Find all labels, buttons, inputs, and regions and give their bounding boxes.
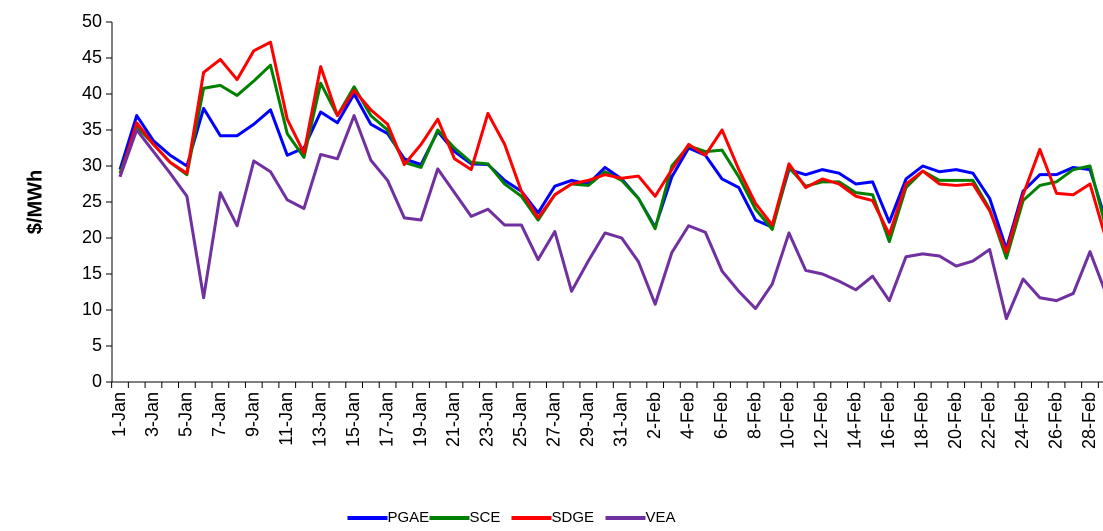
- x-tick-label: 24-Feb: [1012, 392, 1032, 449]
- x-tick-label: 14-Feb: [845, 392, 865, 449]
- y-tick-label: 25: [82, 191, 102, 211]
- x-tick-label: 4-Feb: [677, 392, 697, 439]
- x-tick-label: 28-Feb: [1079, 392, 1099, 449]
- x-tick-label: 16-Feb: [878, 392, 898, 449]
- x-tick-label: 8-Feb: [744, 392, 764, 439]
- series-line: [118, 63, 1103, 260]
- y-tick-label: 15: [82, 263, 102, 283]
- series-line: [118, 114, 1103, 321]
- x-tick-label: 25-Jan: [510, 392, 530, 447]
- x-tick-label: 12-Feb: [811, 392, 831, 449]
- legend-label: PGAE: [388, 509, 430, 526]
- x-tick-label: 22-Feb: [978, 392, 998, 449]
- x-tick-label: 19-Jan: [410, 392, 430, 447]
- x-tick-label: 5-Jan: [176, 392, 196, 437]
- x-tick-label: 23-Jan: [477, 392, 497, 447]
- y-tick-label: 0: [92, 371, 102, 391]
- x-tick-label: 15-Jan: [343, 392, 363, 447]
- x-tick-label: 10-Feb: [778, 392, 798, 449]
- x-tick-label: 31-Jan: [610, 392, 630, 447]
- legend-label: VEA: [646, 509, 676, 526]
- y-tick-label: 10: [82, 299, 102, 319]
- series-line: [118, 40, 1103, 254]
- y-axis-label: $/MWh: [24, 170, 46, 234]
- legend-label: SCE: [470, 509, 501, 526]
- y-tick-label: 35: [82, 119, 102, 139]
- x-tick-label: 6-Feb: [711, 392, 731, 439]
- y-tick-label: 20: [82, 227, 102, 247]
- x-tick-label: 9-Jan: [243, 392, 263, 437]
- y-tick-label: 5: [92, 335, 102, 355]
- x-tick-label: 7-Jan: [209, 392, 229, 437]
- y-tick-label: 30: [82, 155, 102, 175]
- x-tick-label: 3-Jan: [142, 392, 162, 437]
- plot-area: [118, 40, 1103, 321]
- x-tick-label: 13-Jan: [309, 392, 329, 447]
- x-tick-label: 18-Feb: [912, 392, 932, 449]
- x-tick-label: 17-Jan: [376, 392, 396, 447]
- series-line: [118, 92, 1103, 251]
- x-tick-label: 29-Jan: [577, 392, 597, 447]
- x-tick-label: 11-Jan: [276, 392, 296, 446]
- x-tick-label: 1-Jan: [109, 392, 129, 437]
- x-tick-label: 20-Feb: [945, 392, 965, 449]
- x-tick-label: 26-Feb: [1045, 392, 1065, 449]
- x-tick-label: 2-Feb: [644, 392, 664, 439]
- y-tick-label: 40: [82, 83, 102, 103]
- y-tick-label: 45: [82, 47, 102, 67]
- y-tick-label: 50: [82, 11, 102, 31]
- legend-label: SDGE: [552, 509, 595, 526]
- x-tick-label: 21-Jan: [443, 392, 463, 447]
- x-tick-label: 27-Jan: [544, 392, 564, 447]
